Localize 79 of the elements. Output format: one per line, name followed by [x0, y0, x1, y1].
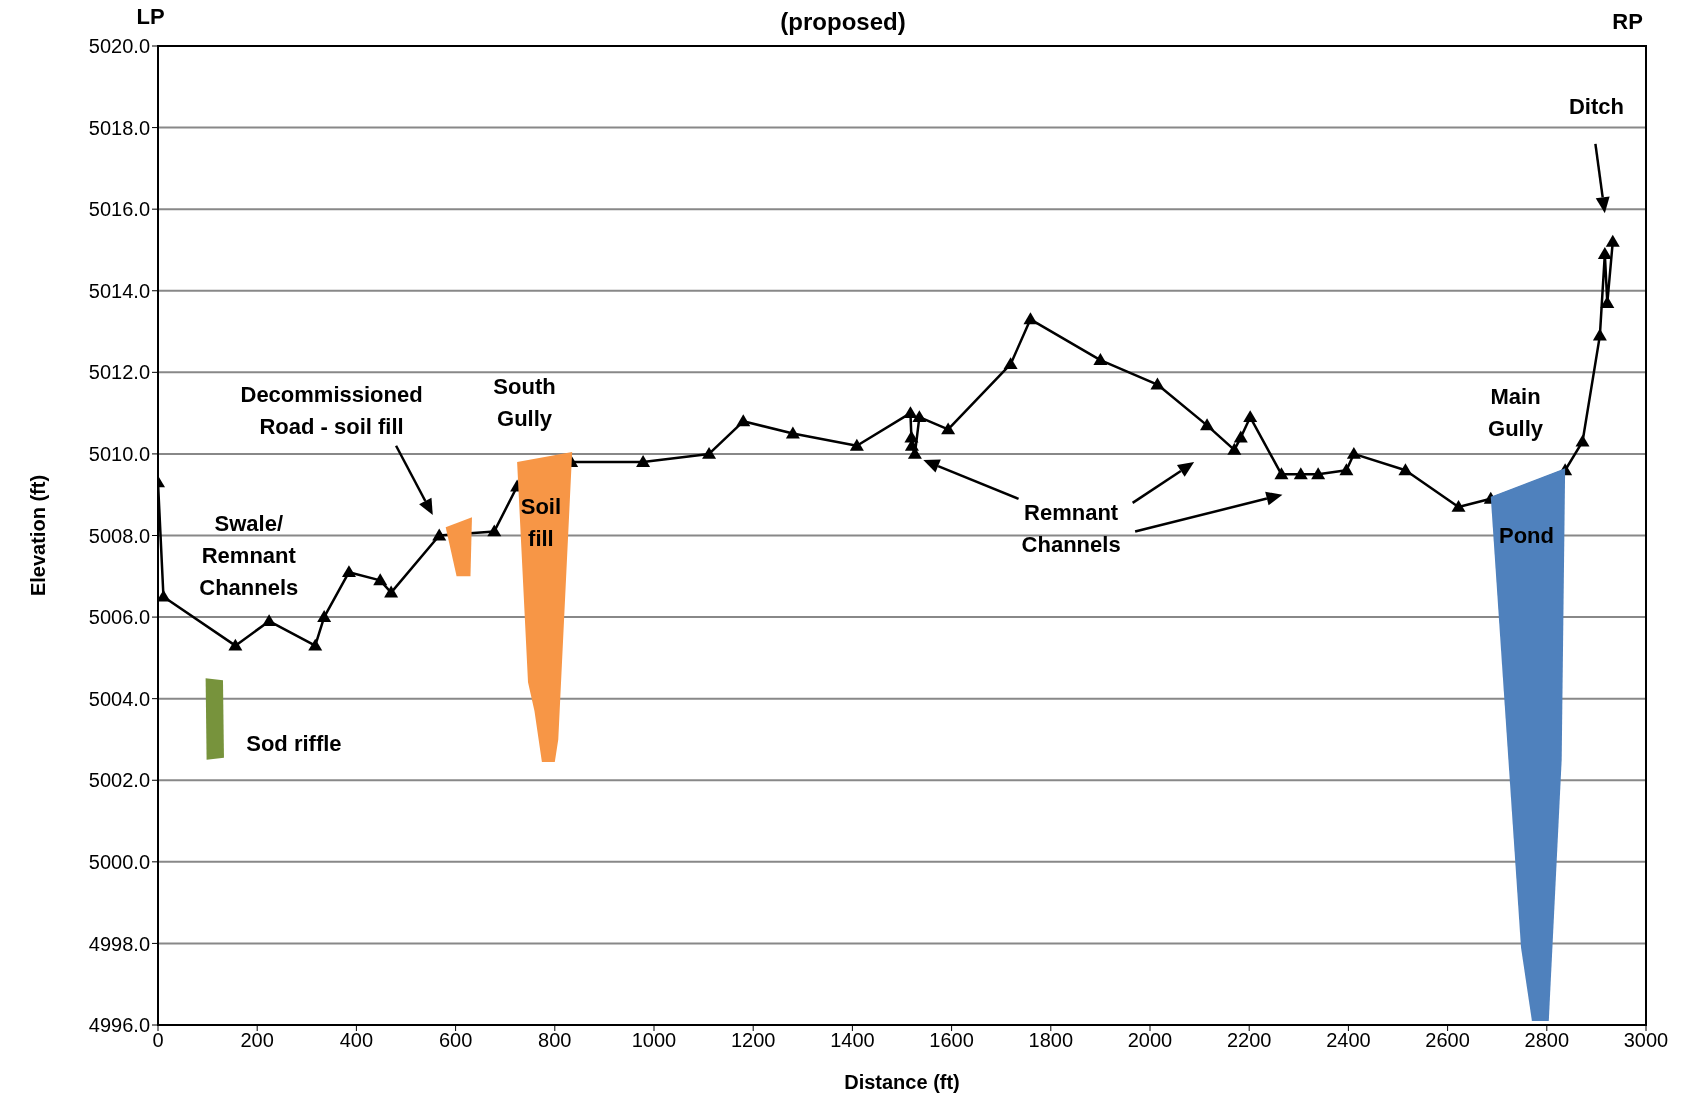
- point: [1346, 446, 1361, 459]
- point: [262, 614, 277, 627]
- x-tick-label: 3000: [1623, 1029, 1669, 1052]
- point: [636, 455, 651, 467]
- point: [432, 528, 447, 541]
- x-tick-label: 1200: [730, 1029, 776, 1052]
- y-tick-label: 5012.0: [88, 361, 150, 384]
- point: [1200, 418, 1215, 431]
- x-tick-label: 1800: [1028, 1029, 1074, 1052]
- x-tick-label: 2400: [1326, 1029, 1371, 1052]
- point: [785, 426, 800, 439]
- annotation: Ditch: [1567, 93, 1625, 122]
- x-tick-label: 1600: [929, 1029, 974, 1052]
- x-tick-label: 0: [152, 1029, 164, 1052]
- y-tick-label: 5016.0: [88, 198, 150, 221]
- x-tick-label: 2800: [1524, 1029, 1570, 1052]
- annotation: Sod riffle: [245, 729, 343, 758]
- point: [1575, 434, 1590, 447]
- point: [849, 438, 864, 451]
- point: [1311, 467, 1326, 480]
- point: [1003, 357, 1018, 370]
- text: LP: [135, 3, 166, 32]
- point: [384, 585, 399, 598]
- point: [1592, 328, 1607, 341]
- point: [1451, 499, 1466, 512]
- point: [1597, 247, 1612, 259]
- y-tick-label: 5020.0: [88, 35, 150, 58]
- point: [1274, 467, 1289, 480]
- y-tick-label: 5014.0: [88, 279, 150, 302]
- x-tick-label: 1400: [830, 1029, 875, 1052]
- point: [341, 565, 356, 578]
- point: [487, 524, 502, 537]
- annotation: Pond: [1497, 521, 1555, 550]
- x-tick-label: 2200: [1226, 1029, 1272, 1052]
- point: [1233, 430, 1248, 443]
- y-tick-label: 5010.0: [88, 443, 150, 466]
- point: [736, 414, 751, 427]
- point: [1093, 353, 1108, 365]
- y-tick-label: 5008.0: [88, 524, 150, 547]
- y-tick-label: 5000.0: [88, 850, 150, 873]
- point: [308, 638, 323, 651]
- point: [941, 422, 956, 435]
- y-tick-label: 5002.0: [88, 769, 150, 792]
- annotation: Decommissioned Road - soil fill: [239, 381, 424, 442]
- x-axis-title: Distance (ft): [844, 1071, 960, 1094]
- y-tick-label: 5018.0: [88, 116, 150, 139]
- point: [1150, 377, 1165, 390]
- text: RP: [1611, 7, 1644, 36]
- point: [702, 446, 717, 459]
- point: [912, 410, 927, 423]
- annotation: Soil fill: [519, 493, 563, 554]
- annotation: South Gully: [492, 373, 557, 433]
- chart-title: (proposed): [780, 8, 906, 35]
- point: [228, 638, 243, 651]
- point: [1243, 410, 1258, 423]
- point: [1339, 463, 1354, 476]
- point: [373, 573, 388, 586]
- x-tick-label: 2000: [1127, 1029, 1173, 1052]
- y-tick-label: 4996.0: [88, 1014, 150, 1037]
- y-axis-title: Elevation (ft): [27, 474, 50, 597]
- point: [1605, 234, 1620, 247]
- point: [1227, 442, 1242, 455]
- point: [1398, 463, 1413, 476]
- y-tick-label: 5004.0: [88, 687, 150, 710]
- x-tick-label: 400: [339, 1029, 374, 1052]
- x-tick-label: 2600: [1425, 1029, 1470, 1052]
- y-tick-label: 5006.0: [88, 606, 150, 629]
- x-tick-label: 1000: [631, 1029, 677, 1052]
- x-tick-label: 600: [438, 1029, 473, 1052]
- x-tick-label: 800: [538, 1029, 572, 1052]
- point: [903, 406, 918, 419]
- annotation: Main Gully: [1487, 383, 1545, 444]
- point: [1023, 312, 1038, 325]
- point: [1293, 467, 1308, 480]
- annotation: Swale/ Remnant Channels: [198, 510, 300, 602]
- y-tick-label: 4998.0: [88, 932, 150, 955]
- point: [317, 610, 332, 622]
- x-tick-label: 200: [240, 1029, 274, 1052]
- annotation: Remnant Channels: [1020, 499, 1122, 560]
